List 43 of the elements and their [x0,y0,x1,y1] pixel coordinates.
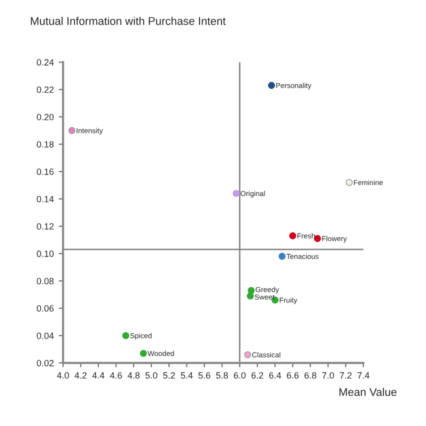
x-tick-label: 4.4 [92,372,104,379]
point [314,235,321,242]
y-tick-label: 0.24 [36,59,54,66]
point [122,332,130,340]
x-tick-label: 4.6 [110,372,122,379]
y-tick-label: 0.10 [36,250,54,257]
point [68,127,76,134]
point [346,178,353,186]
x-tick-label: 4.8 [128,372,140,379]
x-tick-label: 6.2 [252,372,264,379]
x-axis-title: Mean Value [339,388,397,396]
x-tick-label: 5.4 [180,372,193,379]
chart-title: Mutual Information with Purchase Intent [30,16,226,25]
point [246,292,254,300]
x-tick-label: 4.2 [74,372,87,379]
y-tick-label: 0.02 [36,360,54,366]
y-tick-label: 0.12 [36,223,54,230]
x-tick-label: 6.0 [234,372,246,379]
y-tick-label: 0.20 [36,114,54,120]
x-tick-label: 6.4 [269,372,282,379]
x-tick-label: 5.2 [163,372,175,379]
x-tick-label: 6.8 [304,372,316,379]
point [244,351,252,358]
y-tick-label: 0.16 [36,168,54,175]
x-tick-label: 5.8 [216,372,228,379]
point [278,252,286,260]
point [140,350,147,357]
x-tick-label: 4.0 [56,372,69,379]
x-tick-label: 7.2 [340,372,352,379]
point [232,190,240,197]
x-tick-label: 5.6 [198,372,210,379]
y-tick-label: 0.04 [36,332,54,339]
point [268,82,276,89]
y-tick-label: 0.14 [36,196,54,202]
x-tick-label: 5.0 [145,372,158,379]
y-tick-label: 0.08 [36,278,54,284]
point [289,232,296,240]
x-tick-label: 7.4 [358,372,370,379]
y-tick-label: 0.22 [36,86,54,93]
y-tick-label: 0.06 [36,305,54,312]
x-tick-label: 6.6 [286,372,299,379]
x-tick-label: 7.0 [322,372,334,379]
y-tick-label: 0.18 [36,141,54,148]
